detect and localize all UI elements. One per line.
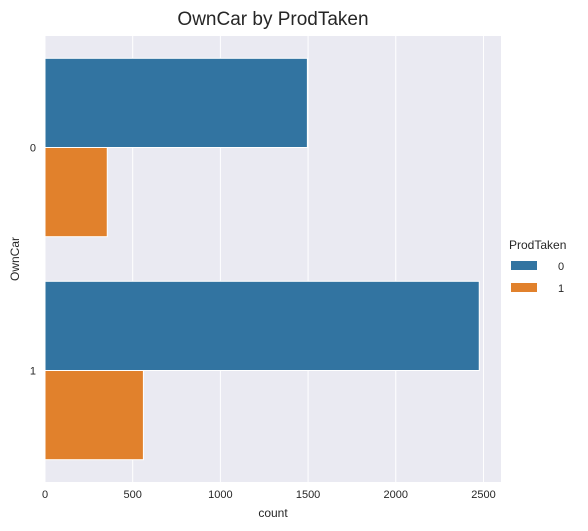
y-tick-label: 1 <box>30 366 36 378</box>
y-axis-label: OwnCar <box>8 237 22 281</box>
bar-owncar-1-prodtaken-0 <box>44 280 480 371</box>
bar-owncar-0-prodtaken-0 <box>44 57 308 148</box>
x-tick-label: 500 <box>124 489 142 501</box>
legend-label-0: 0 <box>558 261 564 273</box>
legend-swatch-0 <box>511 261 537 270</box>
x-tick-label: 1500 <box>296 489 320 501</box>
y-tick-label: 0 <box>30 143 36 155</box>
x-tick-label: 2500 <box>471 489 495 501</box>
x-tick-label: 1000 <box>208 489 232 501</box>
legend: ProdTaken 0 1 <box>509 238 566 295</box>
y-tick-labels: 01 <box>30 143 36 378</box>
bar-owncar-1-prodtaken-1 <box>44 370 144 461</box>
bar-owncar-0-prodtaken-1 <box>44 147 108 238</box>
x-tick-labels: 0 500 1000 1500 2000 2500 <box>42 489 496 501</box>
legend-label-1: 1 <box>558 283 564 295</box>
x-tick-label: 2000 <box>384 489 408 501</box>
bars <box>44 57 480 461</box>
chart-title: OwnCar by ProdTaken <box>177 9 368 30</box>
x-axis-label: count <box>258 506 288 520</box>
legend-swatch-1 <box>511 283 537 292</box>
x-tick-label: 0 <box>42 489 48 501</box>
legend-title: ProdTaken <box>509 238 566 252</box>
